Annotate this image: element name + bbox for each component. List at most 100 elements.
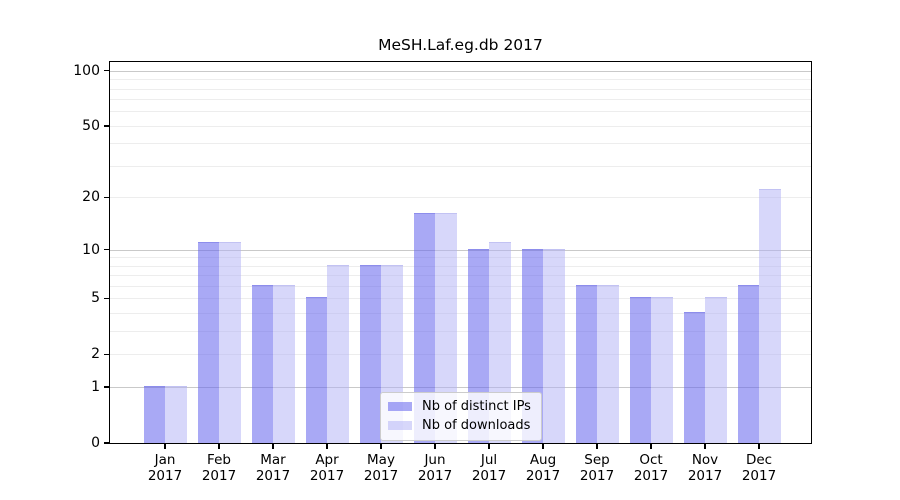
y-gridline-minor bbox=[110, 313, 811, 315]
bar-downloads-nov bbox=[705, 297, 727, 443]
x-tick-month: May bbox=[367, 452, 395, 468]
x-tick-mark bbox=[218, 443, 220, 449]
bar-distinct-ips-jun bbox=[413, 213, 435, 443]
y-tick-mark bbox=[104, 196, 110, 199]
x-tick-mark bbox=[596, 443, 598, 449]
x-tick-year: 2017 bbox=[309, 468, 345, 484]
bar-distinct-ips-sep bbox=[575, 285, 597, 443]
legend-swatch-distinct-ips-icon bbox=[388, 402, 412, 411]
x-tick-mark bbox=[704, 443, 706, 449]
bar-distinct-ips-nov bbox=[683, 312, 705, 443]
y-gridline-major bbox=[110, 70, 811, 72]
y-tick-label: 50 bbox=[82, 117, 100, 134]
x-tick-mark bbox=[380, 443, 382, 449]
x-tick-mark bbox=[542, 443, 544, 449]
legend-swatch-downloads-icon bbox=[388, 421, 412, 430]
bar-distinct-ips-jan bbox=[143, 386, 165, 443]
y-gridline-minor bbox=[110, 111, 811, 113]
chart-title: MeSH.Laf.eg.db 2017 bbox=[378, 36, 543, 54]
y-tick-mark bbox=[104, 386, 110, 388]
x-tick-label: Sep 2017 bbox=[567, 452, 627, 484]
x-tick-label: Jun 2017 bbox=[405, 452, 465, 484]
y-tick-mark bbox=[104, 442, 110, 444]
bar-downloads-oct bbox=[651, 297, 673, 443]
y-tick-label: 20 bbox=[82, 189, 100, 206]
x-tick-mark bbox=[326, 443, 328, 449]
bar-downloads-apr bbox=[327, 264, 349, 443]
x-tick-month: Nov bbox=[691, 452, 719, 468]
x-tick-label: Nov 2017 bbox=[675, 452, 735, 484]
y-tick-label: 2 bbox=[91, 346, 100, 363]
x-tick-label: Jul 2017 bbox=[459, 452, 519, 484]
bar-distinct-ips-oct bbox=[629, 297, 651, 443]
x-tick-year: 2017 bbox=[687, 468, 723, 484]
y-tick-mark bbox=[104, 125, 110, 127]
bar-downloads-aug bbox=[543, 248, 565, 443]
y-gridline-minor bbox=[110, 354, 811, 356]
x-tick-label: Jan 2017 bbox=[135, 452, 195, 484]
x-tick-month: Jun bbox=[424, 452, 446, 468]
x-tick-year: 2017 bbox=[417, 468, 453, 484]
y-gridline-minor bbox=[110, 99, 811, 101]
x-tick-label: Apr 2017 bbox=[297, 452, 357, 484]
y-tick-label: 100 bbox=[73, 62, 100, 79]
x-tick-label: Aug 2017 bbox=[513, 452, 573, 484]
y-gridline-minor bbox=[110, 79, 811, 81]
y-gridline-major bbox=[110, 387, 811, 389]
x-tick-year: 2017 bbox=[525, 468, 561, 484]
y-gridline-minor bbox=[110, 275, 811, 277]
y-gridline-minor bbox=[110, 257, 811, 259]
x-tick-mark bbox=[488, 443, 490, 449]
x-tick-label: Mar 2017 bbox=[243, 452, 303, 484]
bar-distinct-ips-apr bbox=[305, 297, 327, 443]
y-gridline-minor bbox=[110, 88, 811, 90]
y-tick-mark bbox=[104, 70, 110, 72]
y-tick-label: 10 bbox=[82, 241, 100, 258]
x-tick-mark bbox=[164, 443, 166, 449]
y-gridline-minor bbox=[110, 197, 811, 199]
x-tick-label: Dec 2017 bbox=[729, 452, 789, 484]
x-tick-month: Oct bbox=[639, 452, 663, 468]
x-tick-month: Sep bbox=[584, 452, 610, 468]
bar-downloads-jun bbox=[435, 213, 457, 443]
legend-item-downloads: Nb of downloads bbox=[388, 418, 531, 433]
y-tick-mark bbox=[104, 297, 110, 300]
x-tick-month: Jan bbox=[154, 452, 176, 468]
x-tick-month: Mar bbox=[260, 452, 286, 468]
y-gridline-minor bbox=[110, 265, 811, 267]
y-tick-mark bbox=[104, 353, 110, 356]
bar-downloads-mar bbox=[273, 285, 295, 443]
y-gridline-minor bbox=[110, 298, 811, 300]
y-gridline-minor bbox=[110, 143, 811, 145]
x-tick-month: Dec bbox=[745, 452, 773, 468]
legend-label-downloads: Nb of downloads bbox=[422, 418, 531, 433]
y-tick-label: 5 bbox=[91, 290, 100, 307]
x-tick-label: Oct 2017 bbox=[621, 452, 681, 484]
y-gridline-minor bbox=[110, 286, 811, 288]
y-tick-label: 1 bbox=[91, 379, 100, 396]
x-tick-year: 2017 bbox=[255, 468, 291, 484]
legend: Nb of distinct IPs Nb of downloads bbox=[380, 392, 542, 441]
bar-distinct-ips-dec bbox=[737, 285, 759, 443]
bar-downloads-feb bbox=[219, 241, 241, 443]
x-tick-mark bbox=[758, 443, 760, 449]
x-tick-year: 2017 bbox=[579, 468, 615, 484]
x-tick-mark bbox=[272, 443, 274, 449]
bar-distinct-ips-feb bbox=[197, 241, 219, 443]
bar-downloads-sep bbox=[597, 285, 619, 443]
y-gridline-minor bbox=[110, 331, 811, 333]
x-tick-year: 2017 bbox=[201, 468, 237, 484]
legend-label-distinct-ips: Nb of distinct IPs bbox=[422, 399, 531, 414]
x-tick-year: 2017 bbox=[471, 468, 507, 484]
x-tick-year: 2017 bbox=[633, 468, 669, 484]
x-tick-month: Feb bbox=[207, 452, 231, 468]
y-tick-mark bbox=[104, 248, 110, 251]
y-gridline-minor bbox=[110, 125, 811, 127]
y-gridline-major bbox=[110, 249, 811, 251]
x-tick-mark bbox=[434, 443, 436, 449]
y-tick-label: 0 bbox=[91, 435, 100, 451]
x-tick-label: May 2017 bbox=[351, 452, 411, 484]
x-tick-label: Feb 2017 bbox=[189, 452, 249, 484]
x-tick-year: 2017 bbox=[147, 468, 183, 484]
